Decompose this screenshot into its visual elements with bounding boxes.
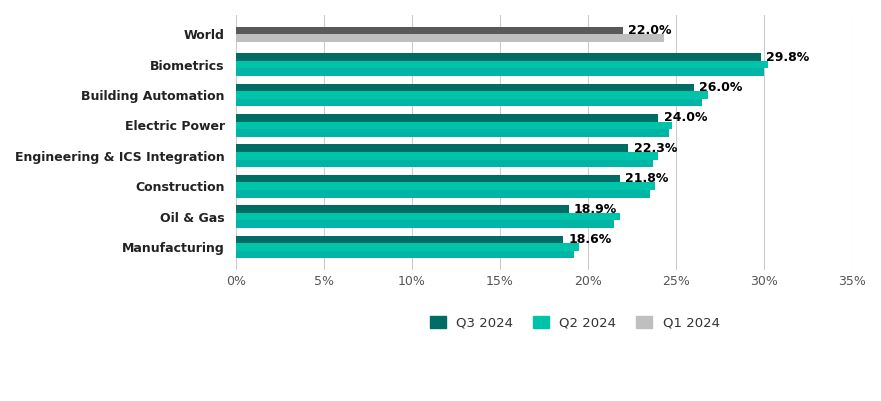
Text: 18.9%: 18.9% [574,203,618,216]
Bar [236,190,649,198]
Text: 18.6%: 18.6% [568,233,612,246]
Bar [236,236,563,243]
Bar [236,91,707,99]
Bar [236,122,672,129]
Text: 29.8%: 29.8% [766,51,809,63]
Text: 26.0%: 26.0% [699,81,743,94]
Bar [236,61,767,69]
Bar [236,182,655,190]
Text: 21.8%: 21.8% [625,172,669,185]
Bar [236,26,623,34]
Bar [236,221,614,228]
Bar [236,114,658,122]
Bar [236,34,663,42]
Bar [236,69,764,76]
Bar [236,84,693,91]
Bar [236,243,579,251]
Bar [236,160,653,167]
Bar [236,144,628,152]
Bar [236,99,702,106]
Bar [236,213,619,221]
Text: 22.0%: 22.0% [628,24,672,37]
Legend: Q3 2024, Q2 2024, Q1 2024: Q3 2024, Q2 2024, Q1 2024 [425,311,725,335]
Bar [236,175,619,182]
Bar [236,251,574,259]
Bar [236,152,658,160]
Text: 24.0%: 24.0% [663,111,707,124]
Text: 22.3%: 22.3% [633,142,677,155]
Bar [236,205,568,213]
Bar [236,129,669,137]
Bar [236,53,760,61]
